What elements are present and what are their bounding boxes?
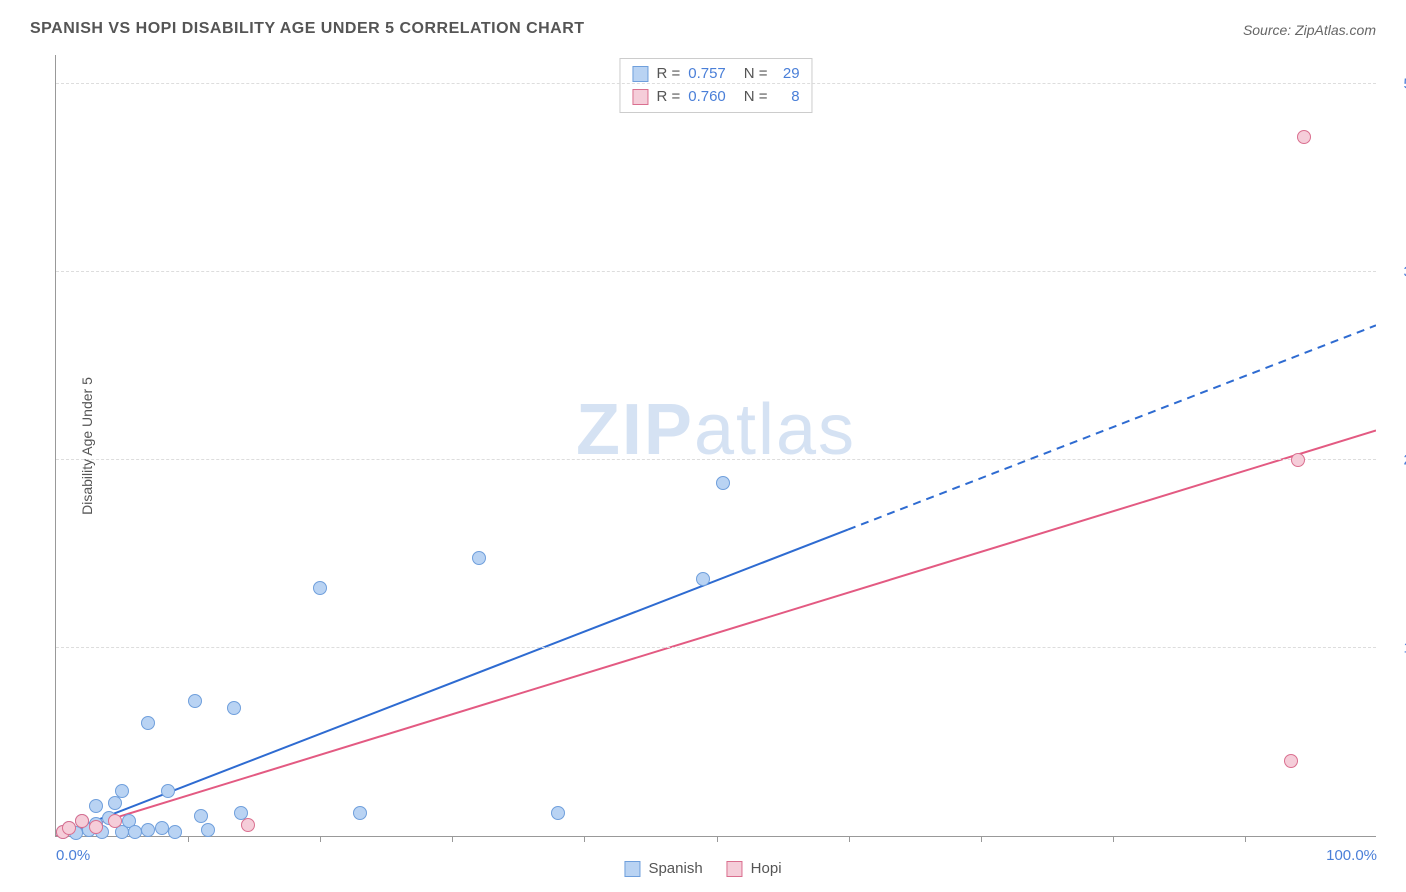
legend-n-label: N = [744, 86, 768, 109]
source-label: Source: [1243, 22, 1295, 38]
trend-lines-svg [56, 55, 1376, 836]
data-point [108, 814, 122, 828]
data-point [75, 814, 89, 828]
series-legend: Spanish Hopi [624, 860, 781, 877]
legend-item: Hopi [727, 860, 782, 877]
x-tick [188, 836, 189, 842]
gridline [56, 83, 1376, 84]
y-tick-label: 12.5% [1386, 640, 1406, 657]
data-point [1284, 754, 1298, 768]
trend-line-dashed [848, 325, 1376, 529]
data-point [141, 823, 155, 837]
legend-r-value: 0.760 [688, 86, 726, 109]
y-tick-label: 25.0% [1386, 452, 1406, 469]
data-point [194, 809, 208, 823]
legend-swatch [632, 89, 648, 105]
x-tick-label: 100.0% [1326, 847, 1377, 864]
x-tick [1113, 836, 1114, 842]
data-point [1297, 130, 1311, 144]
x-tick [320, 836, 321, 842]
data-point [115, 784, 129, 798]
data-point [353, 806, 367, 820]
legend-swatch [727, 861, 743, 877]
x-tick-label: 0.0% [56, 847, 90, 864]
legend-item: Spanish [624, 860, 702, 877]
source-value: ZipAtlas.com [1295, 22, 1376, 38]
x-tick [849, 836, 850, 842]
gridline [56, 271, 1376, 272]
x-tick [981, 836, 982, 842]
legend-r-label: R = [656, 86, 680, 109]
data-point [227, 701, 241, 715]
data-point [1291, 453, 1305, 467]
data-point [201, 823, 215, 837]
source-credit: Source: ZipAtlas.com [1243, 22, 1376, 38]
data-point [696, 572, 710, 586]
legend-swatch [632, 66, 648, 82]
x-tick [452, 836, 453, 842]
watermark-zip: ZIP [576, 390, 694, 470]
trend-line [56, 430, 1376, 836]
chart-title: SPANISH VS HOPI DISABILITY AGE UNDER 5 C… [30, 20, 585, 38]
data-point [155, 821, 169, 835]
y-tick-label: 50.0% [1386, 76, 1406, 93]
watermark-atlas: atlas [694, 390, 856, 470]
legend-n-value: 8 [776, 86, 800, 109]
data-point [62, 821, 76, 835]
data-point [168, 825, 182, 839]
data-point [716, 476, 730, 490]
gridline [56, 647, 1376, 648]
legend-label: Hopi [751, 860, 782, 877]
data-point [89, 820, 103, 834]
chart-plot-area: ZIPatlas R =0.757N =29R =0.760N =8 12.5%… [55, 55, 1376, 837]
x-tick [1245, 836, 1246, 842]
x-tick [584, 836, 585, 842]
data-point [108, 796, 122, 810]
data-point [188, 694, 202, 708]
data-point [551, 806, 565, 820]
data-point [313, 581, 327, 595]
data-point [128, 825, 142, 839]
data-point [472, 551, 486, 565]
legend-row: R = 0.760 N = 8 [632, 86, 799, 109]
gridline [56, 459, 1376, 460]
data-point [161, 784, 175, 798]
legend-label: Spanish [648, 860, 702, 877]
correlation-legend: R =0.757N =29R =0.760N =8 [619, 58, 812, 113]
y-tick-label: 37.5% [1386, 264, 1406, 281]
data-point [141, 716, 155, 730]
data-point [89, 799, 103, 813]
data-point [241, 818, 255, 832]
legend-swatch [624, 861, 640, 877]
x-tick [717, 836, 718, 842]
